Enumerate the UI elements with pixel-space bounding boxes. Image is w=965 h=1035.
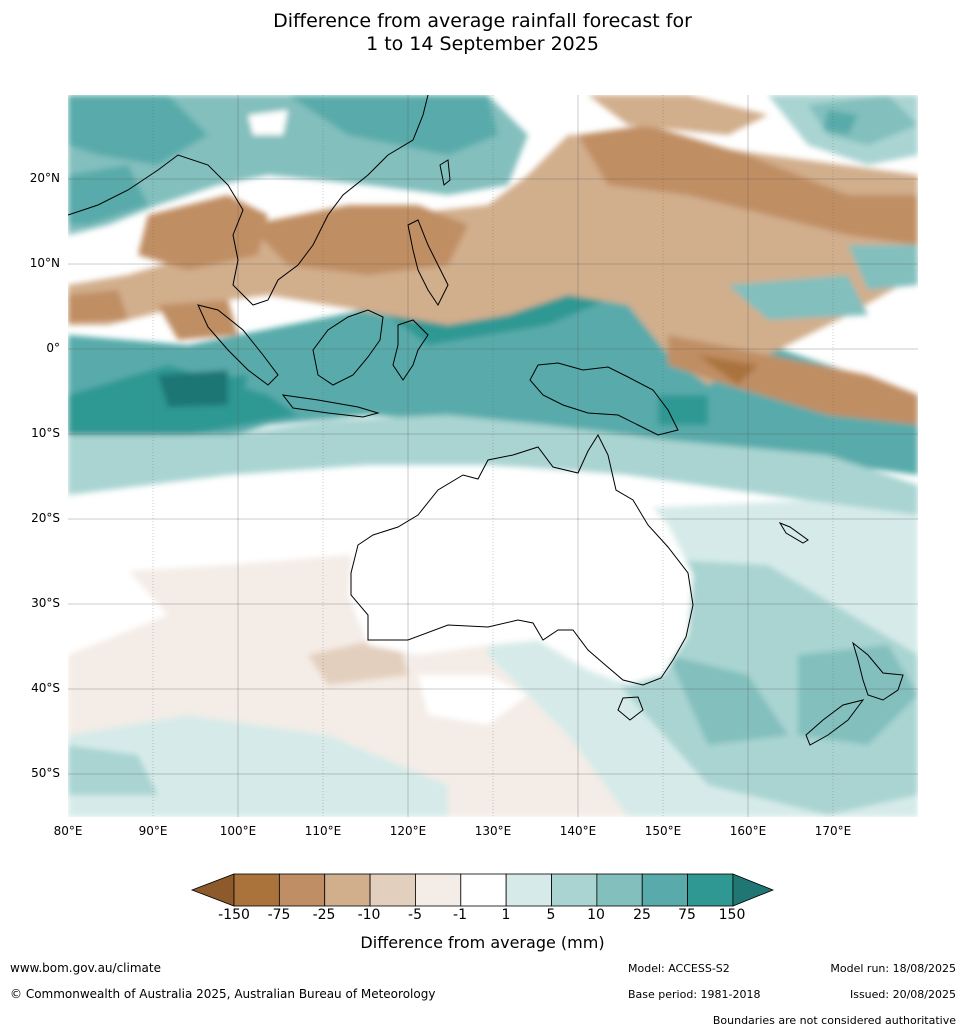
legend-arrow-high — [732, 873, 775, 907]
footer-issued: Issued: 20/08/2025 — [849, 988, 956, 1001]
lat-label-50s: 50°S — [31, 766, 60, 780]
footer-copyright: © Commonwealth of Australia 2025, Austra… — [10, 987, 436, 1001]
lat-label-0: 0° — [46, 341, 60, 355]
legend-tick: 150 — [718, 907, 746, 923]
lat-label-40s: 40°S — [31, 681, 60, 695]
legend-swatch — [460, 873, 507, 907]
legend-tick: -10 — [357, 907, 381, 923]
philippines-coastline — [407, 219, 449, 306]
borneo-coastline — [312, 309, 384, 386]
footer-base-period: Base period: 1981-2018 — [628, 988, 761, 1001]
legend-tick: 1 — [501, 907, 511, 923]
taiwan-coastline — [439, 159, 451, 186]
legend-swatch — [596, 873, 643, 907]
lat-label-20s: 20°S — [31, 511, 60, 525]
legend-swatch — [324, 873, 371, 907]
asia-mainland-coastline — [68, 95, 429, 306]
java-coastline — [281, 394, 380, 418]
rainfall-map — [68, 95, 918, 817]
rainfall-anomaly-fill — [68, 95, 918, 817]
lon-label-90e: 90°E — [138, 824, 168, 838]
lon-label-130e: 130°E — [474, 824, 512, 838]
legend-swatch — [278, 873, 326, 907]
title-line-2: 1 to 14 September 2025 — [366, 33, 599, 55]
lon-label-80e: 80°E — [53, 824, 83, 838]
legend-colorbar — [190, 873, 775, 907]
footer-url: www.bom.gov.au/climate — [10, 961, 161, 975]
new-caledonia-coastline — [778, 521, 809, 544]
legend-title: Difference from average (mm) — [360, 933, 605, 952]
legend-tick: 10 — [587, 907, 605, 923]
lon-label-170e: 170°E — [814, 824, 852, 838]
legend-swatch — [551, 873, 598, 907]
legend-arrow-low — [190, 873, 235, 907]
australia-coastline — [350, 433, 694, 686]
map-title: Difference from average rainfall forecas… — [0, 10, 965, 56]
sulawesi-coastline — [392, 319, 429, 381]
lon-label-110e: 110°E — [304, 824, 342, 838]
lat-label-10s: 10°S — [31, 426, 60, 440]
legend-tick: 25 — [633, 907, 651, 923]
legend-swatch — [415, 873, 462, 907]
sumatra-coastline — [197, 304, 279, 386]
new-guinea-coastline — [529, 362, 679, 436]
legend-tick: -1 — [453, 907, 467, 923]
tasmania-coastline — [617, 696, 644, 721]
legend-swatch — [641, 873, 688, 907]
legend-swatch — [687, 873, 734, 907]
footer-model-run: Model run: 18/08/2025 — [830, 962, 956, 975]
lat-label-10n: 10°N — [29, 256, 60, 270]
graticule — [68, 95, 918, 817]
legend-tick: -75 — [267, 907, 291, 923]
footer-disclaimer: Boundaries are not considered authoritat… — [712, 1014, 956, 1027]
lon-label-100e: 100°E — [219, 824, 257, 838]
lon-label-140e: 140°E — [559, 824, 597, 838]
footer-model: Model: ACCESS-S2 — [628, 962, 730, 975]
title-line-1: Difference from average rainfall forecas… — [273, 10, 692, 32]
legend-swatch — [233, 873, 280, 907]
lat-label-20n: 20°N — [29, 171, 60, 185]
new-zealand-north-coastline — [852, 641, 904, 701]
legend-tick: -5 — [408, 907, 422, 923]
legend-swatch — [369, 873, 416, 907]
legend-tick: -25 — [312, 907, 336, 923]
coastlines — [68, 95, 904, 746]
new-zealand-south-coastline — [805, 699, 865, 746]
legend-tick: -150 — [218, 907, 250, 923]
legend-swatch — [505, 873, 552, 907]
lon-label-120e: 120°E — [389, 824, 427, 838]
legend-tick: 75 — [678, 907, 696, 923]
legend-tick: 5 — [546, 907, 556, 923]
lon-label-160e: 160°E — [729, 824, 767, 838]
lat-label-30s: 30°S — [31, 596, 60, 610]
lon-label-150e: 150°E — [644, 824, 682, 838]
